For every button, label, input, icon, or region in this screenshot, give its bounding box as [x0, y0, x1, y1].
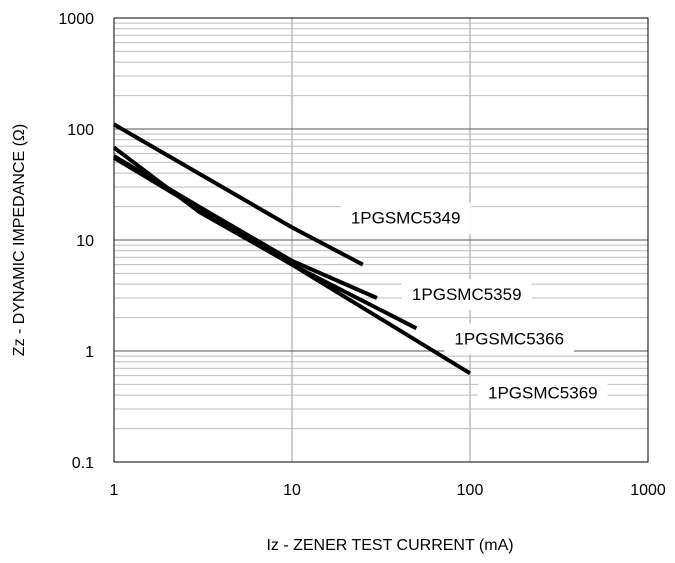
series-label-background	[478, 377, 608, 409]
series-labels: 1PGSMC5349 1PGSMC5359 1PGSMC5366 1PGSMC5369	[340, 202, 608, 409]
series-lines	[112, 122, 472, 376]
series-line	[112, 156, 472, 376]
series-label: 1PGSMC5349	[351, 209, 461, 228]
grid	[114, 18, 648, 462]
x-tick-label: 1	[110, 482, 119, 499]
y-axis-title: Zz - DYNAMIC IMPEDANCE (Ω)	[11, 124, 28, 356]
y-tick-label: 10	[76, 233, 94, 250]
series-label-background	[444, 323, 575, 355]
series-label-background	[340, 202, 471, 234]
x-tick-label: 1000	[630, 482, 666, 499]
x-tick-label: 10	[283, 482, 301, 499]
series-label: 1PGSMC5359	[412, 285, 522, 304]
tick-labels: 1 10 100 1000 0.1 1 10 100 1000	[58, 11, 665, 499]
plot-frame	[113, 17, 649, 463]
series-label-background	[401, 279, 532, 311]
y-tick-label: 100	[67, 122, 94, 139]
x-axis-title: Iz - ZENER TEST CURRENT (mA)	[266, 537, 513, 554]
y-tick-label: 1	[85, 344, 94, 361]
series-line	[112, 122, 364, 267]
y-tick-label: 0.1	[72, 455, 94, 472]
series-line	[112, 146, 418, 331]
series-label: 1PGSMC5366	[454, 329, 564, 348]
x-tick-label: 100	[457, 482, 484, 499]
series-label: 1PGSMC5369	[488, 383, 598, 402]
y-tick-label: 1000	[58, 11, 94, 28]
